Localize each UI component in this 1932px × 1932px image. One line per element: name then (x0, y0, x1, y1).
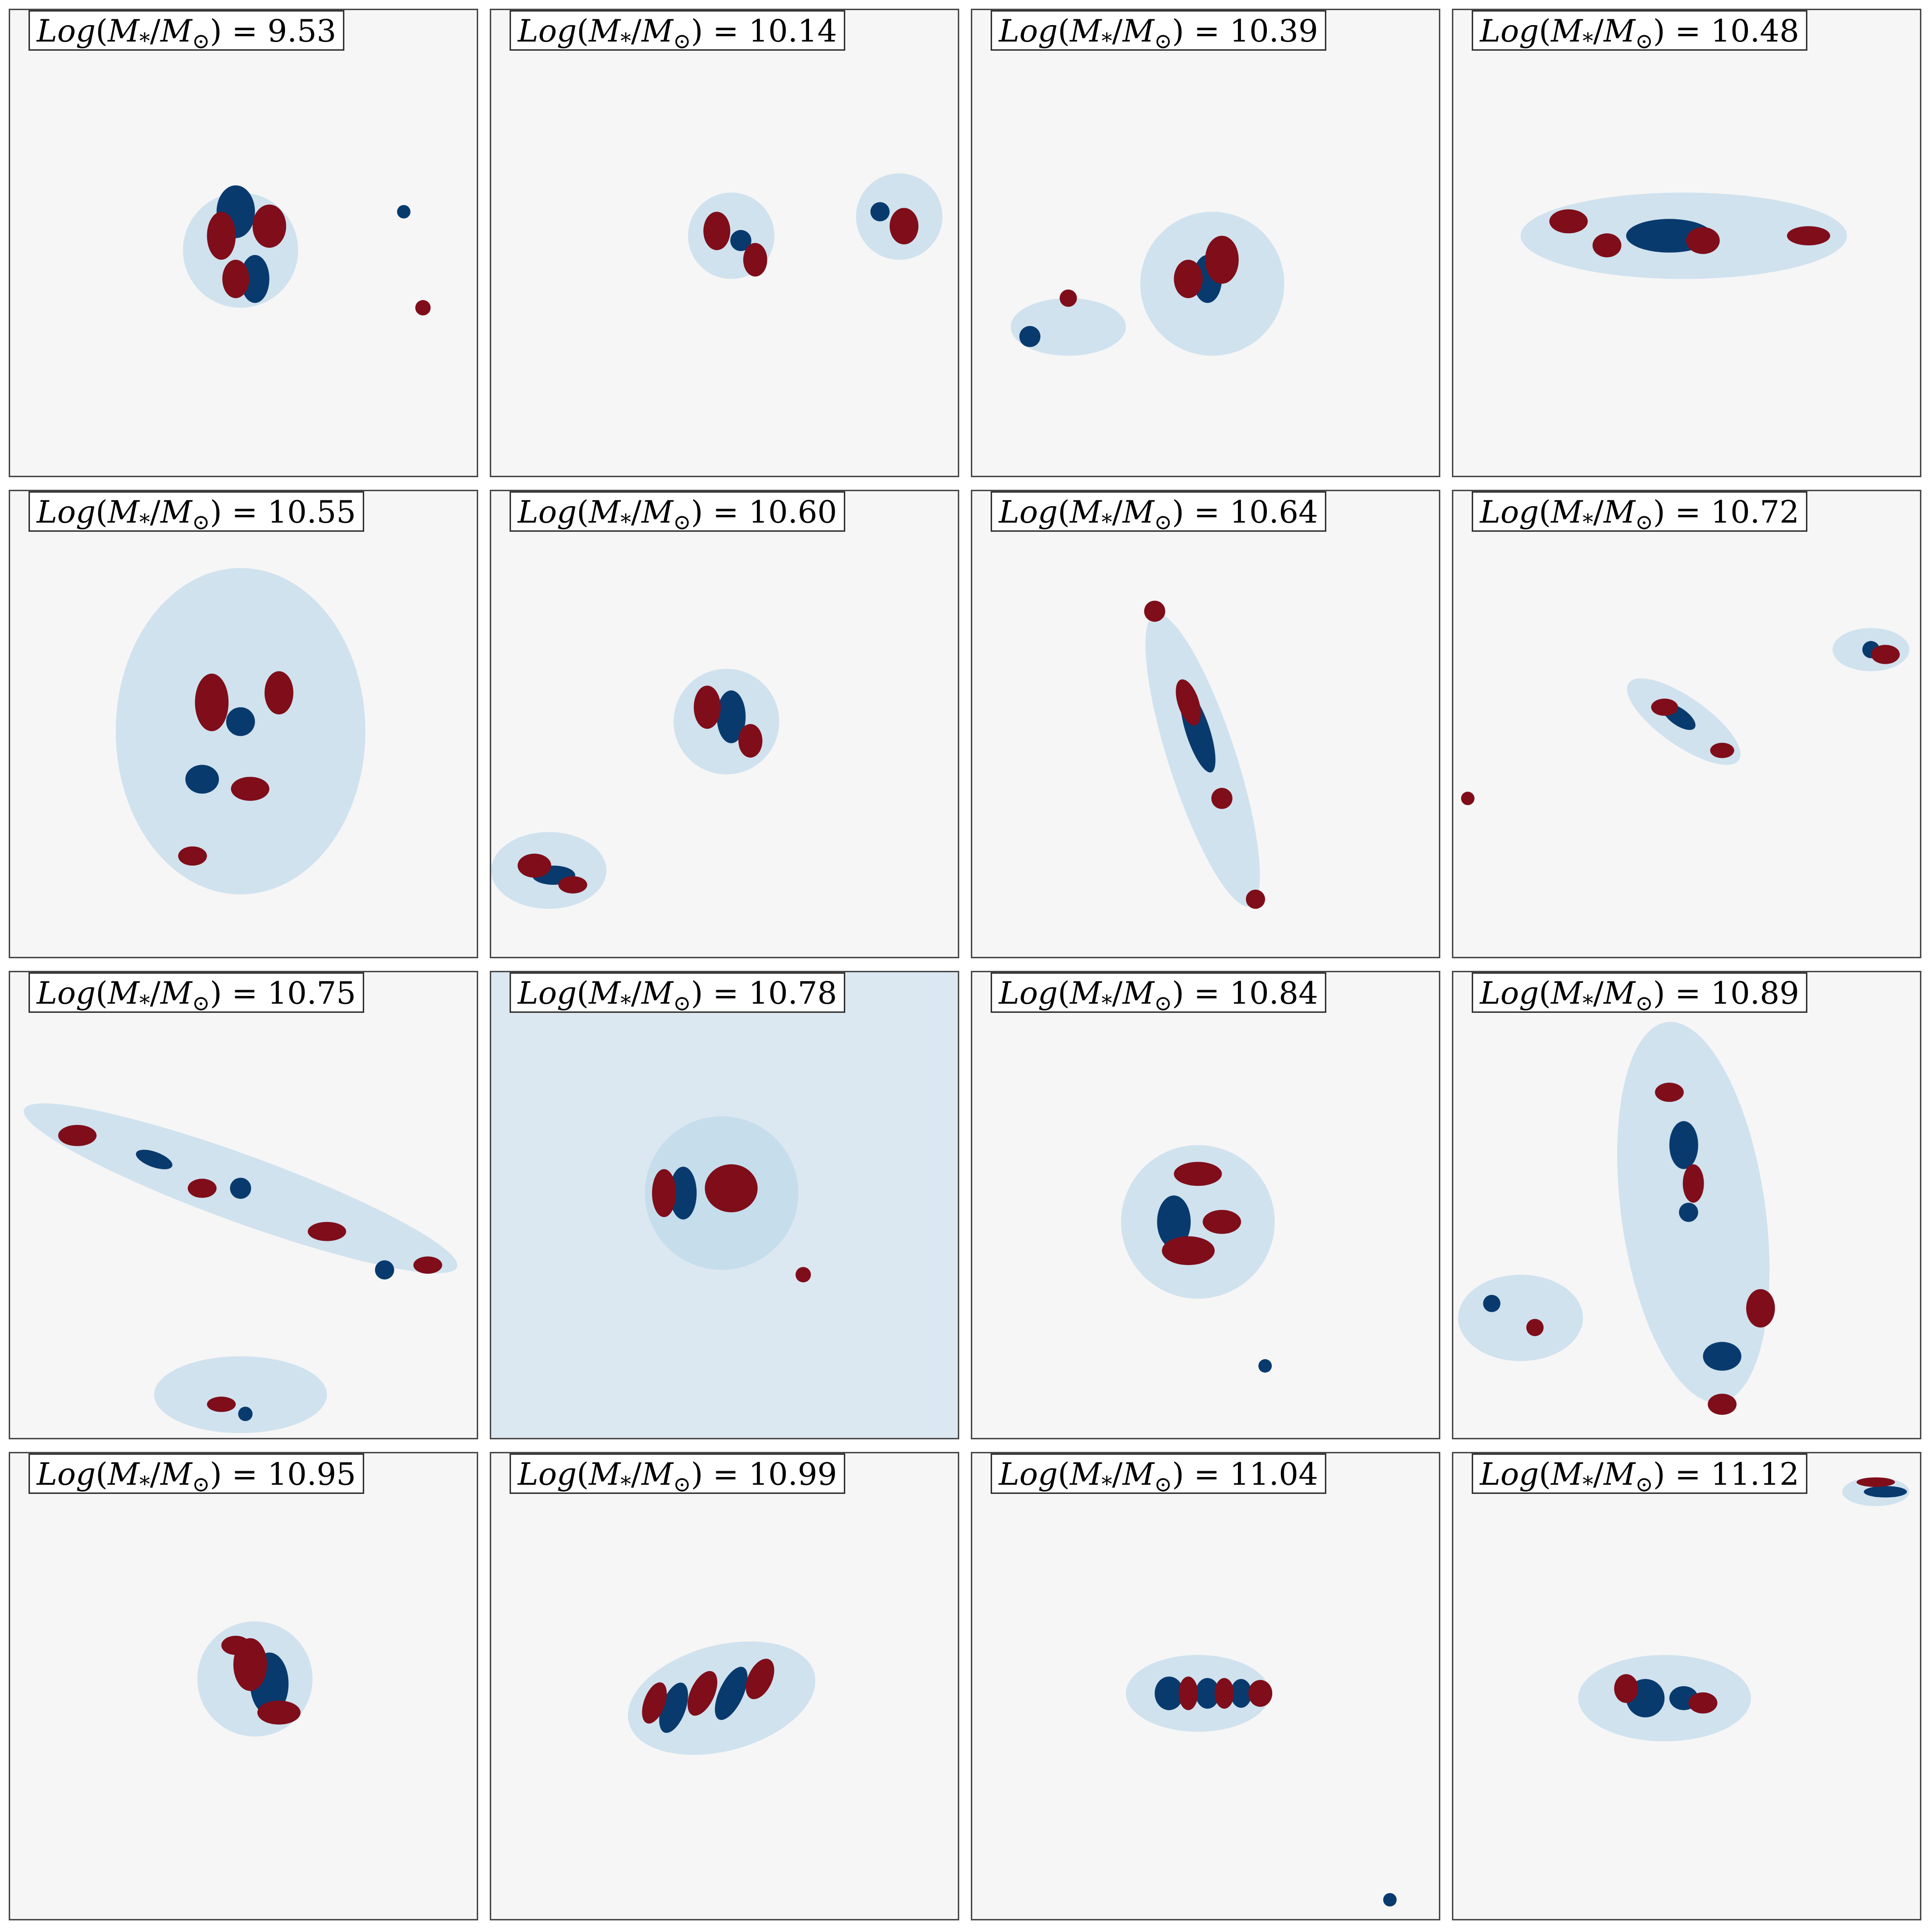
panel-label: Log(M*/M⊙) = 10.60 (510, 491, 845, 535)
panel-label: Log(M*/M⊙) = 11.12 (1472, 1453, 1807, 1497)
mass-value: 11.12 (1710, 1457, 1799, 1492)
panel-13: Log(M*/M⊙) = 10.95 (9, 1452, 478, 1920)
mass-value: 10.78 (748, 976, 837, 1011)
galaxy-map (1458, 1022, 1775, 1415)
panel-label: Log(M*/M⊙) = 10.95 (28, 1453, 364, 1497)
galaxy-map (1010, 212, 1284, 356)
mass-value: 10.39 (1229, 14, 1318, 49)
panel-label: Log(M*/M⊙) = 10.55 (28, 491, 364, 535)
panel-9: Log(M*/M⊙) = 10.75 (9, 971, 478, 1439)
mass-value: 10.99 (748, 1457, 837, 1492)
galaxy-map (1461, 628, 1910, 805)
panel-label: Log(M*/M⊙) = 10.48 (1472, 10, 1807, 54)
mass-value: 10.14 (748, 14, 837, 49)
panel-label: Log(M*/M⊙) = 9.53 (28, 10, 345, 54)
panel-6: Log(M*/M⊙) = 10.60 (490, 490, 959, 958)
panel-label: Log(M*/M⊙) = 10.75 (28, 972, 364, 1016)
mass-value: 10.48 (1710, 14, 1799, 49)
galaxy-map (197, 1621, 313, 1737)
mass-value: 10.64 (1229, 495, 1318, 530)
mass-value: 10.75 (267, 976, 356, 1011)
galaxy-map (627, 1641, 816, 1755)
galaxy-map (115, 568, 366, 895)
galaxy-map (1121, 1145, 1275, 1373)
mass-value: 10.84 (1229, 976, 1318, 1011)
galaxy-map (491, 972, 958, 1438)
panel-4: Log(M*/M⊙) = 10.48 (1452, 9, 1921, 477)
panel-label: Log(M*/M⊙) = 10.78 (510, 972, 845, 1016)
mass-value: 10.60 (748, 495, 837, 530)
galaxy-map (183, 185, 431, 316)
panel-11: Log(M*/M⊙) = 10.84 (971, 971, 1440, 1439)
galaxy-map (688, 173, 943, 279)
galaxy-map (1578, 1477, 1910, 1742)
panel-label: Log(M*/M⊙) = 10.72 (1472, 491, 1807, 535)
mass-value: 10.72 (1710, 495, 1799, 530)
panel-2: Log(M*/M⊙) = 10.14 (490, 9, 959, 477)
galaxy-map (1126, 1655, 1397, 1907)
mass-value: 10.95 (267, 1457, 356, 1492)
panel-label: Log(M*/M⊙) = 10.84 (991, 972, 1326, 1016)
panel-14: Log(M*/M⊙) = 10.99 (490, 1452, 959, 1920)
panel-7: Log(M*/M⊙) = 10.64 (971, 490, 1440, 958)
galaxy-map (24, 1103, 457, 1434)
galaxy-map (1144, 600, 1265, 909)
galaxy-map (1520, 192, 1847, 279)
mass-value: 10.55 (267, 495, 356, 530)
panel-10: Log(M*/M⊙) = 10.78 (490, 971, 959, 1439)
panel-15: Log(M*/M⊙) = 11.04 (971, 1452, 1440, 1920)
panel-5: Log(M*/M⊙) = 10.55 (9, 490, 478, 958)
panel-label: Log(M*/M⊙) = 10.99 (510, 1453, 845, 1497)
mass-value: 10.89 (1710, 976, 1799, 1011)
panel-label: Log(M*/M⊙) = 10.14 (510, 10, 845, 54)
panel-label: Log(M*/M⊙) = 11.04 (991, 1453, 1326, 1497)
panel-3: Log(M*/M⊙) = 10.39 (971, 9, 1440, 477)
galaxy-map (491, 668, 780, 909)
panel-label: Log(M*/M⊙) = 10.64 (991, 491, 1326, 535)
panel-1: Log(M*/M⊙) = 9.53 (9, 9, 478, 477)
panel-label: Log(M*/M⊙) = 10.39 (991, 10, 1326, 54)
panel-12: Log(M*/M⊙) = 10.89 (1452, 971, 1921, 1439)
panel-8: Log(M*/M⊙) = 10.72 (1452, 490, 1921, 958)
panel-label: Log(M*/M⊙) = 10.89 (1472, 972, 1807, 1016)
panel-16: Log(M*/M⊙) = 11.12 (1452, 1452, 1921, 1920)
mass-value: 9.53 (267, 14, 337, 49)
mass-value: 11.04 (1229, 1457, 1318, 1492)
